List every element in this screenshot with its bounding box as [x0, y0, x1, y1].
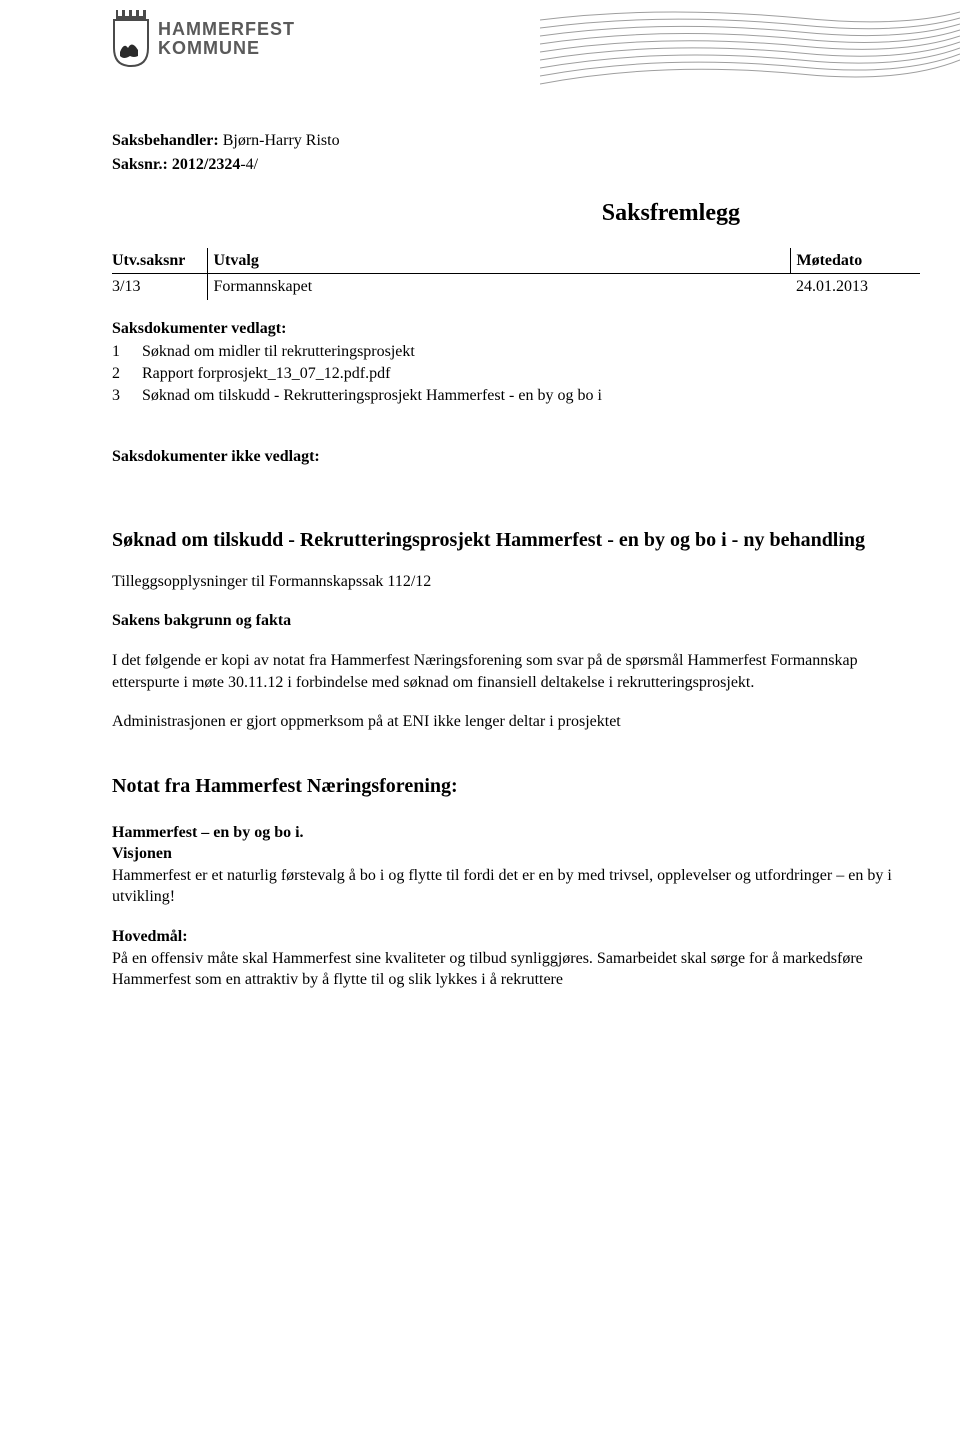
cell-saksnr: 3/13: [112, 274, 207, 300]
vision-block: Visjonen Hammerfest er et naturlig først…: [112, 843, 920, 908]
case-number-value: 2012/2324: [172, 156, 240, 173]
document-type-heading: Saksfremlegg: [112, 197, 920, 229]
attachments-list: 1 Søknad om midler til rekrutteringspros…: [112, 341, 920, 406]
project-section: Hammerfest – en by og bo i. Visjonen Ham…: [112, 822, 920, 908]
col-header-saksnr: Utv.saksnr: [112, 248, 207, 274]
background-paragraph-1: I det følgende er kopi av notat fra Hamm…: [112, 650, 920, 693]
municipality-line2: KOMMUNE: [158, 39, 295, 58]
main-goal-label: Hovedmål:: [112, 926, 920, 948]
municipality-line1: HAMMERFEST: [158, 20, 295, 39]
case-handler-value: Bjørn-Harry Risto: [223, 132, 340, 149]
background-paragraph-2: Administrasjonen er gjort oppmerksom på …: [112, 711, 920, 733]
not-attached-title: Saksdokumenter ikke vedlagt:: [112, 446, 920, 468]
col-header-dato: Møtedato: [790, 248, 920, 274]
attachment-text: Søknad om tilskudd - Rekrutteringsprosje…: [142, 385, 920, 407]
shield-icon: [112, 10, 150, 68]
table-row: 3/13 Formannskapet 24.01.2013: [112, 274, 920, 300]
committee-table: Utv.saksnr Utvalg Møtedato 3/13 Formanns…: [112, 248, 920, 300]
background-heading: Sakens bakgrunn og fakta: [112, 610, 920, 632]
page-header: HAMMERFEST KOMMUNE: [0, 0, 960, 100]
list-item: 1 Søknad om midler til rekrutteringspros…: [112, 341, 920, 363]
table-header-row: Utv.saksnr Utvalg Møtedato: [112, 248, 920, 274]
municipality-logo: HAMMERFEST KOMMUNE: [112, 10, 295, 68]
document-body: Saksbehandler: Bjørn-Harry Risto Saksnr.…: [0, 100, 960, 991]
attachment-number: 1: [112, 341, 142, 363]
project-title: Hammerfest – en by og bo i.: [112, 822, 920, 844]
memo-heading: Notat fra Hammerfest Næringsforening:: [112, 773, 920, 800]
case-number-label: Saksnr.:: [112, 156, 168, 173]
list-item: 3 Søknad om tilskudd - Rekrutteringspros…: [112, 385, 920, 407]
supplementary-info: Tilleggsopplysninger til Formannskapssak…: [112, 571, 920, 593]
attachment-number: 3: [112, 385, 142, 407]
attachments-title: Saksdokumenter vedlagt:: [112, 318, 920, 340]
case-number-line: Saksnr.: 2012/2324-4/: [112, 154, 920, 176]
attachment-number: 2: [112, 363, 142, 385]
vision-text: Hammerfest er et naturlig førstevalg å b…: [112, 867, 892, 906]
list-item: 2 Rapport forprosjekt_13_07_12.pdf.pdf: [112, 363, 920, 385]
cell-utvalg: Formannskapet: [207, 274, 790, 300]
col-header-utvalg: Utvalg: [207, 248, 790, 274]
case-handler-label: Saksbehandler:: [112, 132, 219, 149]
vision-label: Visjonen: [112, 845, 172, 862]
main-goal-section: Hovedmål: På en offensiv måte skal Hamme…: [112, 926, 920, 991]
attachment-text: Rapport forprosjekt_13_07_12.pdf.pdf: [142, 363, 920, 385]
main-goal-text: På en offensiv måte skal Hammerfest sine…: [112, 948, 920, 991]
case-number-suffix: -4/: [240, 156, 258, 173]
case-handler-line: Saksbehandler: Bjørn-Harry Risto: [112, 130, 920, 152]
header-curves-decoration: [540, 0, 960, 90]
case-main-title: Søknad om tilskudd - Rekrutteringsprosje…: [112, 528, 920, 553]
municipality-name: HAMMERFEST KOMMUNE: [158, 20, 295, 58]
cell-dato: 24.01.2013: [790, 274, 920, 300]
attachment-text: Søknad om midler til rekrutteringsprosje…: [142, 341, 920, 363]
